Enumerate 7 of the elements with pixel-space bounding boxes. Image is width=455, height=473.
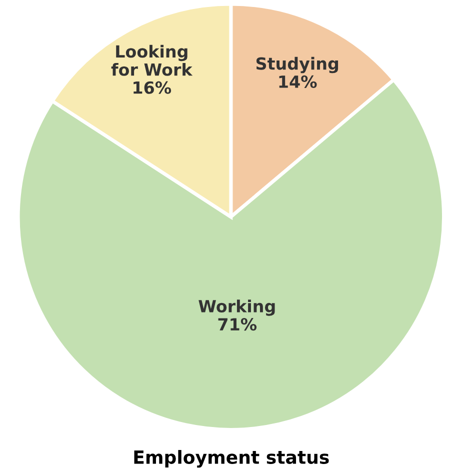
- slice-label: Working: [198, 300, 275, 316]
- text: Employment status: [134, 450, 329, 468]
- data-label: 71%: [218, 318, 257, 331]
- data-label: 14%: [279, 75, 317, 88]
- slice-label: Looking for Work: [111, 44, 193, 76]
- slice-label: Studying: [256, 56, 338, 74]
- data-label: 16%: [134, 81, 172, 94]
